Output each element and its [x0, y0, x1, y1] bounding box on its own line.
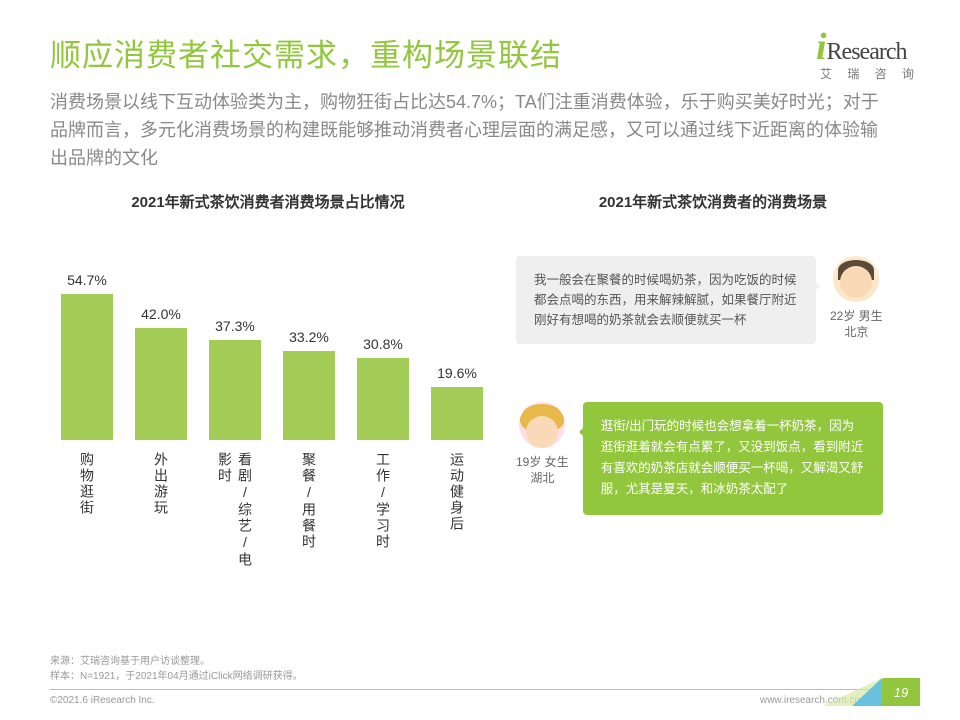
bar-label-4: 工作/学习时 [373, 452, 393, 582]
bar-label-3: 聚餐/用餐时 [299, 452, 319, 582]
chart-title: 2021年新式茶饮消费者消费场景占比情况 [50, 191, 486, 212]
bar-label-1: 外出游玩 [151, 452, 171, 582]
bar-1: 42.0% 外出游玩 [132, 306, 190, 582]
logo-text: Research [827, 39, 907, 66]
page-number: 19 [882, 678, 920, 706]
bar-label-2: 看剧/综艺/电影时 [215, 452, 255, 582]
page-subtitle: 消费场景以线下互动体验类为主，购物狂街占比达54.7%；TA们注重消费体验，乐于… [50, 89, 880, 173]
chart-column: 2021年新式茶饮消费者消费场景占比情况 54.7% 购物逛街 42.0% 外出游玩 3… [50, 191, 486, 582]
corner-decoration-1 [852, 678, 882, 706]
avatar-girl-icon [519, 402, 565, 448]
bar-label-0: 购物逛街 [77, 452, 97, 582]
bar-value-1: 42.0% [141, 306, 181, 322]
bar-value-3: 33.2% [289, 329, 329, 345]
logo-subtitle: 艾 瑞 咨 询 [820, 65, 920, 82]
bar-value-4: 30.8% [363, 336, 403, 352]
testimonial-column: 2021年新式茶饮消费者的消费场景 我一般会在聚餐的时候喝奶茶，因为吃饭的时候都… [516, 191, 910, 582]
bar-label-5: 运动健身后 [447, 452, 467, 582]
bar-rect-5 [431, 387, 483, 439]
person-1-age: 22岁 男生 [830, 308, 883, 325]
testimonial-bubble-1: 我一般会在聚餐的时候喝奶茶，因为吃饭的时候都会点喝的东西，用来解辣解腻，如果餐厅… [516, 256, 816, 344]
testimonial-bubble-2: 逛街/出门玩的时候也会想拿着一杯奶茶，因为逛街逛着就会有点累了，又没到饭点，看到… [583, 402, 883, 515]
bar-value-2: 37.3% [215, 318, 255, 334]
bar-rect-1 [135, 328, 187, 440]
testimonial-2: 19岁 女生 湖北 逛街/出门玩的时候也会想拿着一杯奶茶，因为逛街逛着就会有点累… [516, 402, 910, 515]
person-2-loc: 湖北 [516, 470, 569, 487]
bar-0: 54.7% 购物逛街 [58, 272, 116, 582]
bar-chart: 54.7% 购物逛街 42.0% 外出游玩 37.3% 看剧/综艺/电影时 33.2% 聚餐/… [50, 242, 486, 582]
footer: 来源：艾瑞咨询基于用户访谈整理。 样本：N=1921，于2021年04月通过iC… [50, 654, 920, 706]
bar-rect-3 [283, 351, 335, 440]
bar-value-0: 54.7% [67, 272, 107, 288]
bar-2: 37.3% 看剧/综艺/电影时 [206, 318, 264, 581]
person-2-age: 19岁 女生 [516, 454, 569, 471]
source-line-1: 来源：艾瑞咨询基于用户访谈整理。 [50, 654, 920, 669]
testimonial-person-2: 19岁 女生 湖北 [516, 402, 569, 488]
source-line-2: 样本：N=1921，于2021年04月通过iClick网络调研获得。 [50, 669, 920, 684]
copyright: ©2021.6 iResearch Inc. [50, 695, 155, 706]
bar-rect-2 [209, 340, 261, 439]
avatar-boy-icon [833, 256, 879, 302]
testimonial-1: 我一般会在聚餐的时候喝奶茶，因为吃饭的时候都会点喝的东西，用来解辣解腻，如果餐厅… [516, 256, 910, 344]
testimonial-person-1: 22岁 男生 北京 [830, 256, 883, 342]
page-title: 顺应消费者社交需求，重构场景联结 [50, 30, 910, 75]
testimonial-title: 2021年新式茶饮消费者的消费场景 [516, 191, 910, 212]
logo-block: i Research 艾 瑞 咨 询 [816, 25, 920, 82]
bar-3: 33.2% 聚餐/用餐时 [280, 329, 338, 582]
bar-value-5: 19.6% [437, 365, 477, 381]
bar-4: 30.8% 工作/学习时 [354, 336, 412, 582]
bar-rect-0 [61, 294, 113, 440]
bar-5: 19.6% 运动健身后 [428, 365, 486, 581]
person-1-loc: 北京 [830, 324, 883, 341]
bar-rect-4 [357, 358, 409, 440]
logo-i: i [816, 25, 827, 69]
